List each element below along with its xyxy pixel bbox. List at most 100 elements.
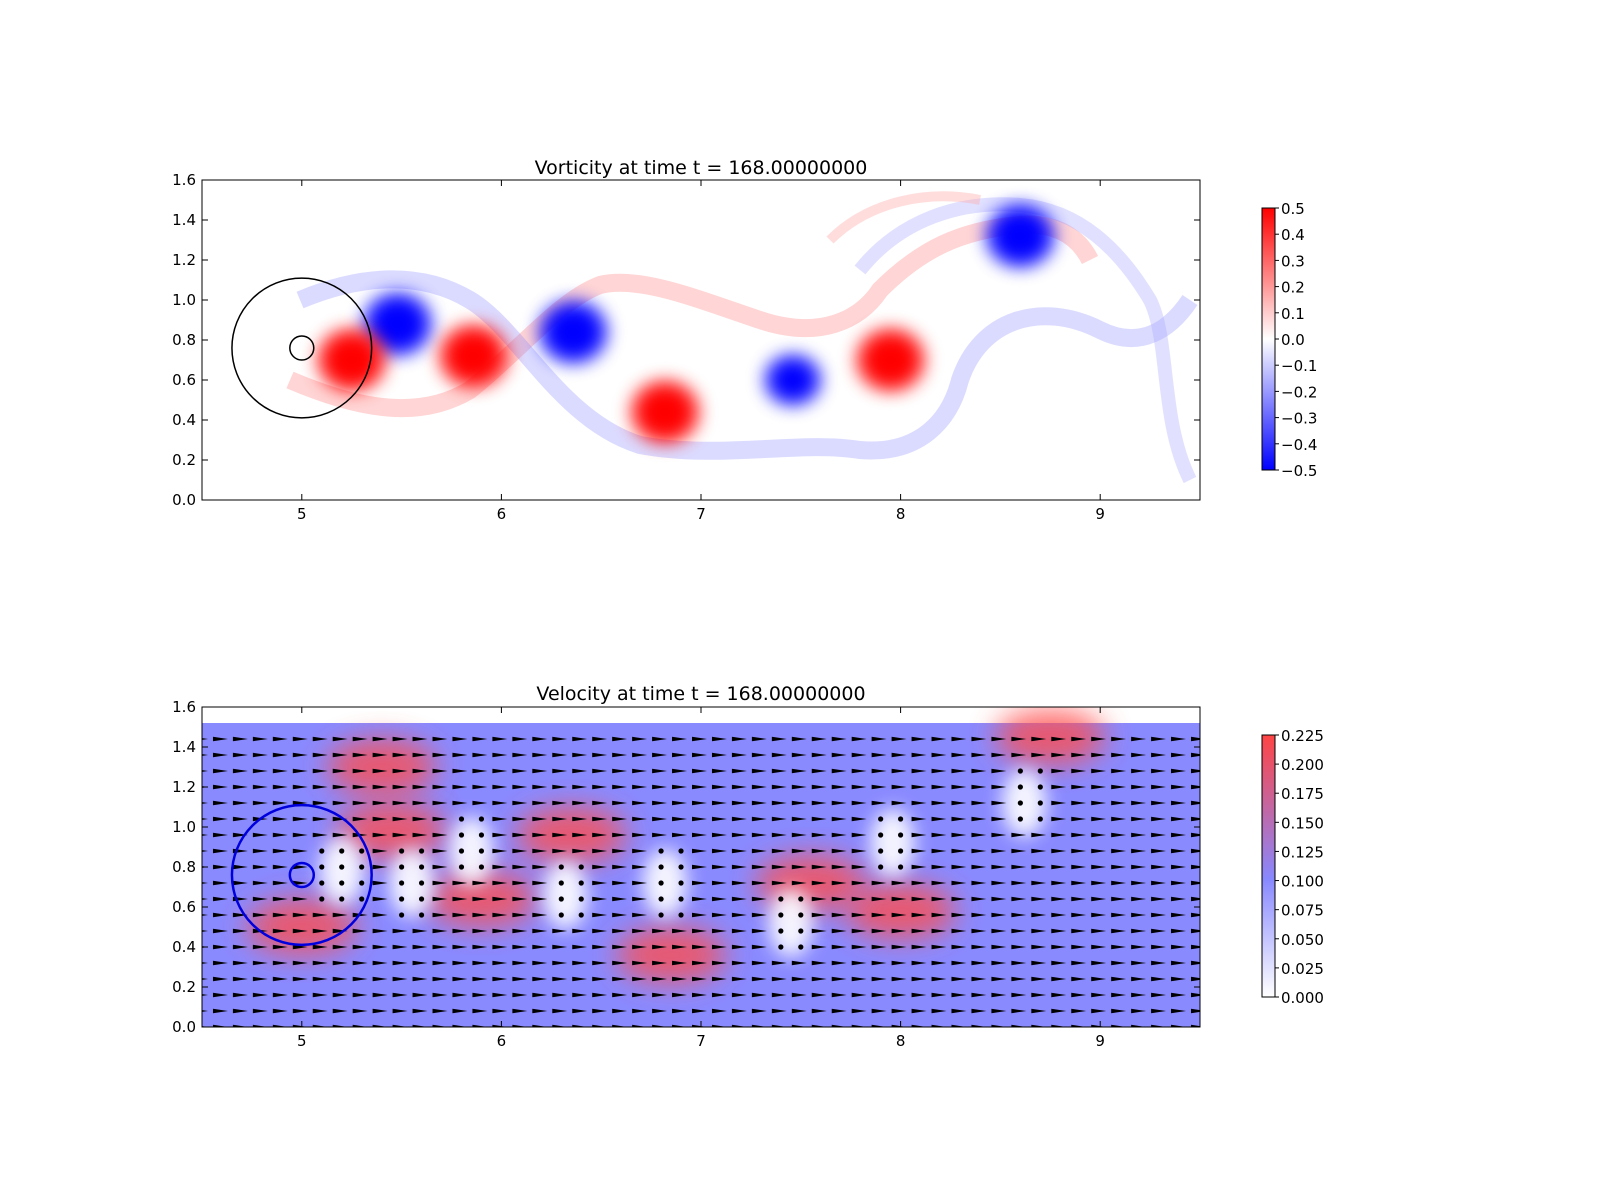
quiver-arrow	[771, 864, 787, 870]
vortex-core	[367, 296, 428, 352]
quiver-arrow	[951, 960, 967, 966]
quiver-arrow	[352, 1024, 368, 1027]
quiver-arrow	[312, 976, 328, 982]
quiver-arrow	[492, 800, 508, 806]
quiver-arrow	[1011, 944, 1027, 950]
quiver-arrow	[771, 960, 787, 966]
quiver-arrow	[232, 784, 248, 790]
quiver-arrow	[711, 928, 727, 934]
quiver-arrow	[492, 784, 508, 790]
quiver-arrow	[811, 784, 827, 790]
quiver-arrow	[1111, 832, 1127, 838]
quiver-arrow	[1171, 848, 1187, 854]
quiver-arrow	[951, 992, 967, 998]
quiver-arrow	[891, 752, 907, 758]
quiver-arrow	[791, 816, 807, 822]
quiver-arrow	[692, 912, 707, 918]
y-tick-label: 0.0	[172, 491, 196, 509]
quiver-arrow	[851, 768, 867, 774]
quiver-arrow	[1151, 896, 1167, 902]
quiver-arrow	[1091, 752, 1107, 758]
colorbar-tick-label: −0.2	[1281, 383, 1317, 401]
quiver-arrow	[572, 736, 588, 742]
quiver-arrow	[791, 880, 807, 886]
quiver-arrow	[771, 880, 787, 886]
quiver-dot	[898, 832, 904, 838]
quiver-arrow	[672, 1024, 688, 1027]
quiver-arrow	[312, 1008, 328, 1014]
quiver-arrow	[272, 752, 288, 758]
quiver-arrow	[791, 864, 807, 870]
quiver-arrow	[492, 752, 508, 758]
quiver-arrow	[452, 896, 468, 902]
quiver-arrow	[811, 944, 827, 950]
quiver-arrow	[711, 1008, 727, 1014]
quiver-arrow	[372, 816, 388, 822]
quiver-arrow	[731, 848, 747, 854]
quiver-dot	[1017, 768, 1023, 774]
quiver-arrow	[831, 1008, 847, 1014]
quiver-arrow	[372, 864, 388, 870]
quiver-arrow	[592, 736, 608, 742]
quiver-dot	[339, 848, 345, 854]
quiver-arrow	[532, 944, 548, 950]
quiver-arrow	[592, 944, 608, 950]
quiver-arrow	[512, 832, 528, 838]
quiver-arrow	[931, 864, 947, 870]
quiver-arrow	[592, 880, 608, 886]
quiver-arrow	[1051, 848, 1067, 854]
quiver-arrow	[412, 832, 428, 838]
quiver-arrow	[711, 800, 727, 806]
quiver-arrow	[292, 752, 308, 758]
quiver-arrow	[731, 800, 747, 806]
quiver-arrow	[771, 1008, 787, 1014]
quiver-arrow	[1111, 928, 1127, 934]
x-tick-label: 8	[896, 1032, 906, 1050]
velocity-title: Velocity at time t = 168.00000000	[536, 683, 865, 705]
quiver-arrow	[212, 832, 228, 838]
quiver-arrow	[692, 864, 707, 870]
quiver-arrow	[751, 768, 767, 774]
quiver-arrow	[1011, 736, 1027, 742]
quiver-arrow	[312, 768, 328, 774]
quiver-arrow	[352, 1008, 368, 1014]
colorbar-tick-label: 0.225	[1281, 727, 1324, 745]
quiver-arrow	[272, 864, 288, 870]
quiver-arrow	[252, 992, 268, 998]
quiver-arrow	[931, 1024, 947, 1027]
quiver-arrow	[1131, 960, 1147, 966]
x-tick-label: 8	[896, 505, 906, 523]
quiver-arrow	[911, 832, 927, 838]
domain-circle-inner	[288, 861, 316, 889]
quiver-arrow	[911, 960, 927, 966]
quiver-arrow	[831, 944, 847, 950]
quiver-arrow	[652, 960, 668, 966]
quiver-arrow	[692, 944, 707, 950]
quiver-arrow	[632, 784, 648, 790]
quiver-arrow	[392, 736, 408, 742]
quiver-arrow	[1131, 928, 1147, 934]
quiver-arrow	[572, 928, 588, 934]
quiver-arrow	[991, 880, 1007, 886]
quiver-arrow	[612, 880, 628, 886]
quiver-arrow	[432, 832, 448, 838]
quiver-arrow	[731, 944, 747, 950]
quiver-arrow	[472, 1024, 488, 1027]
quiver-arrow	[512, 976, 528, 982]
quiver-arrow	[632, 928, 648, 934]
quiver-arrow	[811, 992, 827, 998]
quiver-arrow	[1091, 896, 1107, 902]
quiver-arrow	[452, 784, 468, 790]
quiver-arrow	[652, 752, 668, 758]
quiver-arrow	[312, 944, 328, 950]
quiver-arrow	[232, 976, 248, 982]
quiver-arrow	[1131, 816, 1147, 822]
quiver-arrow	[432, 816, 448, 822]
quiver-arrow	[1191, 752, 1200, 758]
quiver-arrow	[512, 880, 528, 886]
quiver-arrow	[1011, 1024, 1027, 1027]
quiver-arrow	[492, 944, 508, 950]
quiver-arrow	[332, 1008, 348, 1014]
quiver-arrow	[991, 848, 1007, 854]
quiver-arrow	[512, 1024, 528, 1027]
